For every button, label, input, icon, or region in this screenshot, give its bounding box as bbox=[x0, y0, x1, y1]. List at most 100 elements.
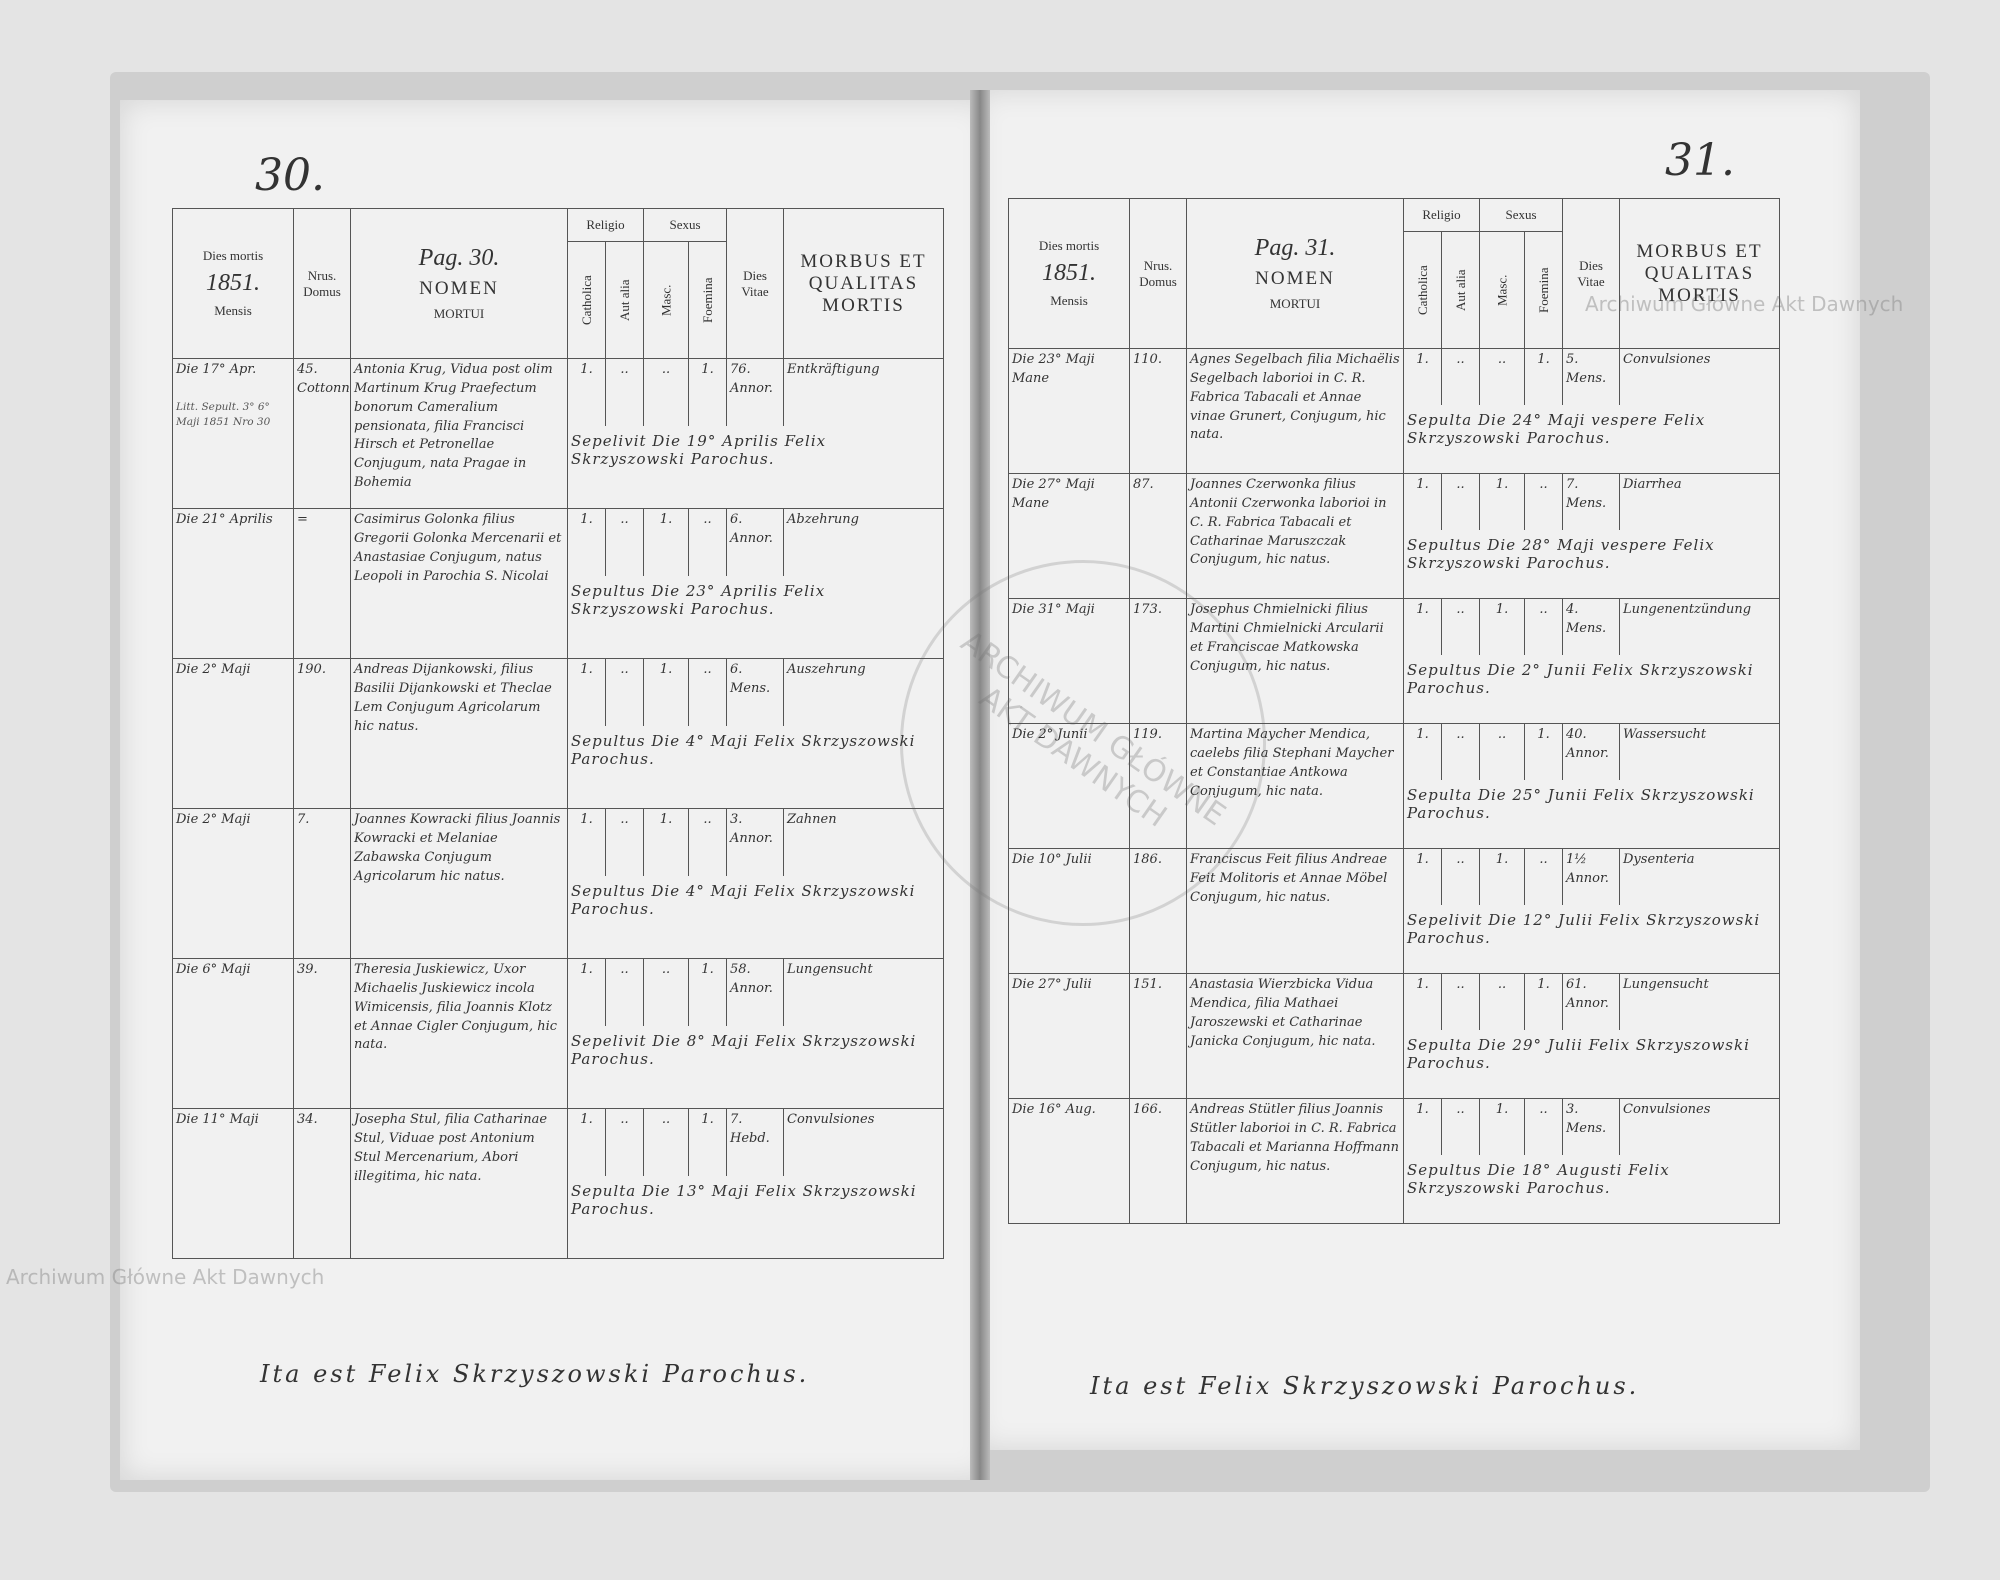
register-table: Dies mortis 1851. Mensis Nrus. Domus Pag. 31… bbox=[1008, 198, 1780, 1224]
date-cell: Die 23° Maji Mane bbox=[1008, 348, 1130, 474]
aut-alia: .. bbox=[605, 508, 644, 576]
foemina-header-text: Foemina bbox=[1535, 267, 1551, 313]
foemina: .. bbox=[1524, 847, 1563, 905]
foemina: 1. bbox=[1524, 347, 1563, 405]
dies-mortis-header-text: 1851. bbox=[206, 270, 260, 296]
foemina: 1. bbox=[688, 958, 727, 1026]
dies-mortis-header-text: Mensis bbox=[1050, 293, 1088, 308]
domus: 173. bbox=[1129, 598, 1187, 724]
date: Die 27° Maji Mane bbox=[1012, 477, 1095, 511]
aut-alia: .. bbox=[1441, 722, 1480, 780]
header-row: Dies mortis 1851. Mensis Nrus. Domus Pag. 31… bbox=[1008, 198, 1780, 349]
entry-row: Die 21° Aprilis = Casimirus Golonka filius… bbox=[172, 508, 944, 659]
date-cell: Die 27° Julii bbox=[1008, 973, 1130, 1099]
morbus: Lungensucht bbox=[1619, 972, 1780, 1030]
catholica-header-text: Catholica bbox=[1414, 265, 1430, 315]
sexus-header-text: Sexus bbox=[669, 217, 701, 232]
page-number: 31. bbox=[1665, 135, 1735, 186]
domus: 186. bbox=[1129, 848, 1187, 974]
date-cell: Die 2° Maji bbox=[172, 808, 294, 959]
catholica-header: Catholica bbox=[567, 241, 606, 359]
entry-row: Die 23° Maji Mane 110. Agnes Segelbach fil… bbox=[1008, 347, 1780, 474]
domus: 87. bbox=[1129, 473, 1187, 599]
sexus-header: Sexus bbox=[643, 208, 727, 242]
entry-row: Die 6° Maji 39. Theresia Juskiewicz, Uxor … bbox=[172, 958, 944, 1109]
vitae-header: Dies Vitae bbox=[726, 208, 784, 359]
entry-row: Sepulta Die 25° Junii Felix Skrzyszowski… bbox=[1009, 779, 1780, 849]
date-cell: Die 17° Apr. Litt. Sepult. 3° 6° Maji 185… bbox=[172, 358, 294, 509]
religio-header: Religio bbox=[1403, 198, 1480, 232]
foemina-header: Foemina bbox=[1524, 231, 1563, 349]
sepultura: Sepulta Die 13° Maji Felix Skrzyszowski … bbox=[567, 1176, 944, 1259]
date-cell: Die 2° Maji bbox=[172, 658, 294, 809]
domus: 39. bbox=[293, 958, 351, 1109]
entry-row: Sepultus Die 28° Maji vespere Felix Skrz… bbox=[1009, 529, 1780, 599]
morbus: Zahnen bbox=[783, 808, 944, 876]
religio-header: Religio bbox=[567, 208, 644, 242]
masc: 1. bbox=[643, 508, 689, 576]
aut-alia-header: Aut alia bbox=[1441, 231, 1480, 349]
foemina: 1. bbox=[688, 1108, 727, 1176]
dies-mortis-header-text: Dies mortis bbox=[1038, 238, 1100, 253]
sepultura: Sepelivit Die 12° Julii Felix Skrzyszows… bbox=[1403, 904, 1780, 974]
vitae: 40. Annor. bbox=[1562, 722, 1620, 780]
morbus: Lungenentzündung bbox=[1619, 597, 1780, 655]
masc: .. bbox=[643, 358, 689, 426]
masc-header: Masc. bbox=[1479, 231, 1525, 349]
domus: 110. bbox=[1129, 348, 1187, 474]
masc: .. bbox=[1479, 347, 1525, 405]
morbus-header: MORBUS ET QUALITAS MORTIS bbox=[1619, 198, 1780, 349]
masc: .. bbox=[643, 1108, 689, 1176]
entry-row: Die 27° Maji Mane 87. Joannes Czerwonka fi… bbox=[1008, 472, 1780, 599]
domus-header: Nrus. Domus bbox=[293, 208, 351, 359]
dies-mortis-header: Dies mortis 1851. Mensis bbox=[172, 208, 294, 359]
sepultura: Sepelivit Die 8° Maji Felix Skrzyszowski… bbox=[567, 1026, 944, 1109]
nomen-header: Pag. 30. NOMEN MORTUI bbox=[350, 208, 568, 359]
nomen: Joannes Kowracki filius Joannis Kowracki… bbox=[350, 808, 568, 959]
nomen: Anastasia Wierzbicka Vidua Mendica, fili… bbox=[1186, 973, 1404, 1099]
entry-row: Die 2° Maji 7. Joannes Kowracki filius Joa… bbox=[172, 808, 944, 959]
morbus: Convulsiones bbox=[1619, 347, 1780, 405]
morbus-header: MORBUS ET QUALITAS MORTIS bbox=[783, 208, 944, 359]
catholica: 1. bbox=[1403, 722, 1442, 780]
catholica-header-text: Catholica bbox=[578, 275, 594, 325]
register-table: Dies mortis 1851. Mensis Nrus. Domus Pag. 30… bbox=[172, 208, 944, 1259]
nomen-header-text: Pag. 31. bbox=[1254, 235, 1336, 261]
date-cell: Die 11° Maji bbox=[172, 1108, 294, 1259]
date: Die 21° Aprilis bbox=[176, 512, 273, 527]
morbus: Dysenteria bbox=[1619, 847, 1780, 905]
sepultura: Sepulta Die 25° Junii Felix Skrzyszowski… bbox=[1403, 779, 1780, 849]
domus: 190. bbox=[293, 658, 351, 809]
catholica: 1. bbox=[1403, 472, 1442, 530]
entry-row: Sepultus Die 18° Augusti Felix Skrzyszow… bbox=[1009, 1154, 1780, 1224]
date: Die 27° Julii bbox=[1012, 977, 1092, 992]
nomen-header-text: Pag. 30. bbox=[418, 245, 500, 271]
dies-mortis-header-text: 1851. bbox=[1042, 260, 1096, 286]
catholica: 1. bbox=[567, 658, 606, 726]
vitae: 61. Annor. bbox=[1562, 972, 1620, 1030]
sepultura: Sepelivit Die 19° Aprilis Felix Skrzyszo… bbox=[567, 426, 944, 509]
catholica: 1. bbox=[1403, 1097, 1442, 1155]
morbus: Lungensucht bbox=[783, 958, 944, 1026]
morbus-header-text: MORBUS ET QUALITAS MORTIS bbox=[800, 250, 927, 316]
date-cell: Die 16° Aug. bbox=[1008, 1098, 1130, 1224]
nomen: Josepha Stul, filia Catharinae Stul, Vid… bbox=[350, 1108, 568, 1259]
sepultura: Sepultus Die 4° Maji Felix Skrzyszowski … bbox=[567, 726, 944, 809]
domus: 166. bbox=[1129, 1098, 1187, 1224]
nomen: Theresia Juskiewicz, Uxor Michaelis Jusk… bbox=[350, 958, 568, 1109]
masc-header: Masc. bbox=[643, 241, 689, 359]
sepultura: Sepultus Die 2° Junii Felix Skrzyszowski… bbox=[1403, 654, 1780, 724]
masc: 1. bbox=[643, 808, 689, 876]
vitae: 4. Mens. bbox=[1562, 597, 1620, 655]
aut-alia-header-text: Aut alia bbox=[1452, 269, 1468, 311]
domus: 119. bbox=[1129, 723, 1187, 849]
nomen-header-text: NOMEN bbox=[419, 278, 499, 299]
date: Die 2° Maji bbox=[176, 812, 251, 827]
nomen-header-text: MORTUI bbox=[1269, 296, 1321, 311]
entry-row: Sepelivit Die 8° Maji Felix Skrzyszowski… bbox=[173, 1026, 944, 1109]
nomen: Agnes Segelbach filia Michaëlis Segelbac… bbox=[1186, 348, 1404, 474]
vitae: 6. Annor. bbox=[726, 508, 784, 576]
aut-alia: .. bbox=[605, 1108, 644, 1176]
entry-row: Sepultus Die 4° Maji Felix Skrzyszowski … bbox=[173, 726, 944, 809]
header-row: Dies mortis 1851. Mensis Nrus. Domus Pag. 30… bbox=[172, 208, 944, 359]
